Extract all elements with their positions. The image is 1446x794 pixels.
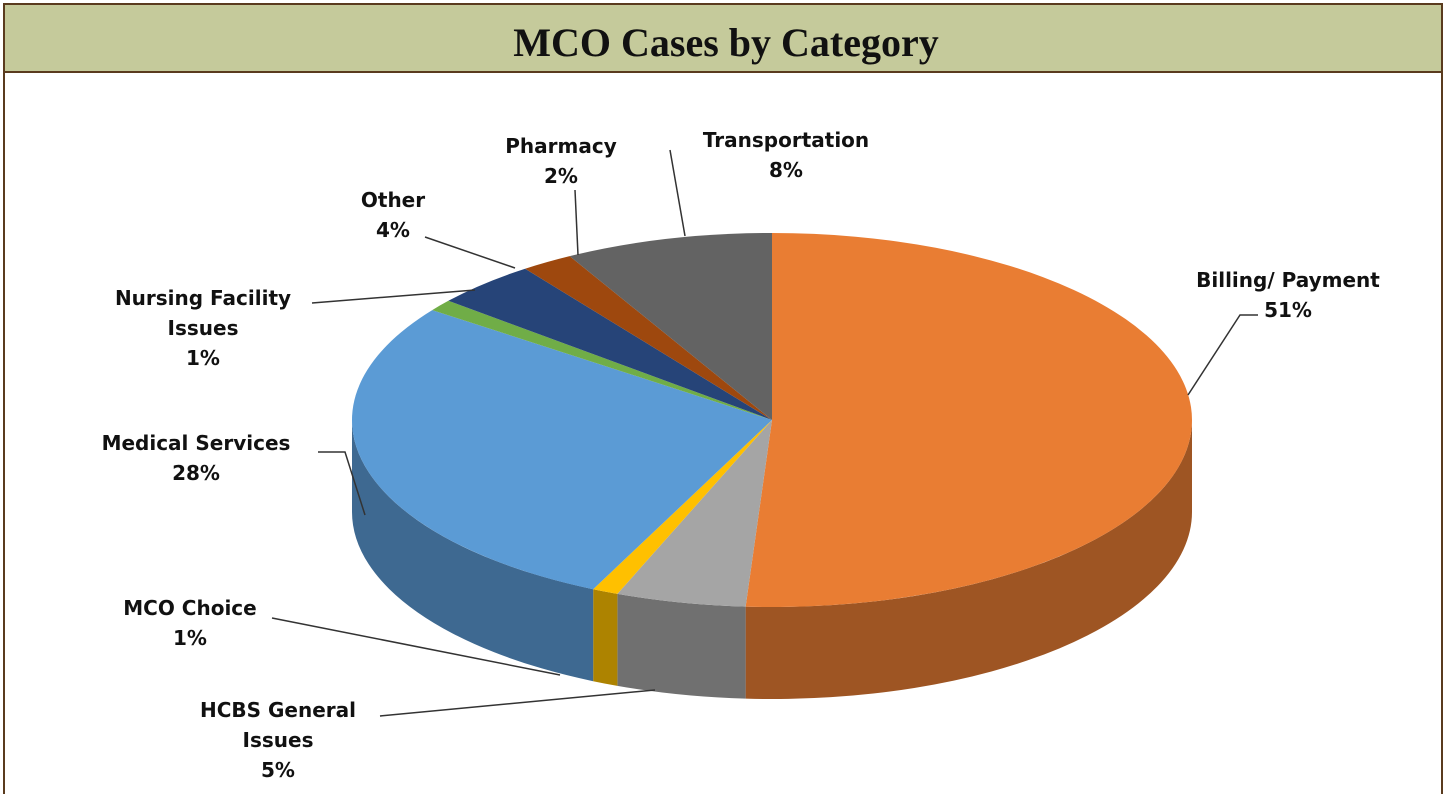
pie-slice [569, 233, 772, 420]
slice-label: Other 4% [333, 185, 453, 245]
slice-name: Transportation [702, 128, 870, 152]
slice-value: 1% [186, 346, 220, 370]
leader-line [424, 236, 516, 269]
slice-value: 51% [1264, 298, 1312, 322]
slice-name: Other [360, 188, 426, 212]
pie-slice [448, 268, 772, 420]
slice-label: HCBS General Issues 5% [173, 695, 383, 785]
slice-name: Pharmacy [505, 134, 617, 158]
chart-title: MCO Cases by Category [513, 20, 939, 65]
slice-name: HCBS General Issues [199, 698, 357, 752]
slice-label: Billing/ Payment 51% [1158, 265, 1418, 325]
slice-value: 28% [172, 461, 220, 485]
leader-line [379, 689, 656, 717]
slice-label: Nursing Facility Issues 1% [83, 283, 323, 373]
slice-label: MCO Choice 1% [90, 593, 290, 653]
slice-label: Pharmacy 2% [481, 131, 641, 191]
pie-slice-side [745, 420, 1192, 699]
slice-label: Medical Services 28% [66, 428, 326, 488]
pie-slice [617, 420, 772, 607]
pie-slice [352, 310, 772, 590]
slice-value: 1% [173, 626, 207, 650]
slice-name: Nursing Facility Issues [114, 286, 292, 340]
pie-slice [593, 420, 772, 594]
leader-line [271, 617, 561, 676]
slice-value: 4% [376, 218, 410, 242]
pie-slice-side [352, 420, 594, 682]
slice-label: Transportation 8% [676, 125, 896, 185]
leader-line [574, 189, 579, 256]
slice-value: 5% [261, 758, 295, 782]
slice-value: 2% [544, 164, 578, 188]
slice-name: MCO Choice [123, 596, 257, 620]
pie-slice [745, 233, 1193, 607]
leader-line [669, 149, 686, 237]
pie-slice [525, 256, 772, 420]
leader-line [311, 289, 476, 304]
leader-line [1187, 314, 1258, 396]
pie-slice [432, 300, 772, 420]
header-bar [3, 3, 1443, 73]
slice-name: Medical Services [101, 431, 291, 455]
pie-slice-side [617, 593, 746, 699]
slice-value: 8% [769, 158, 803, 182]
pie-slice-side [593, 589, 618, 686]
leader-line [318, 451, 366, 516]
slice-name: Billing/ Payment [1196, 268, 1380, 292]
